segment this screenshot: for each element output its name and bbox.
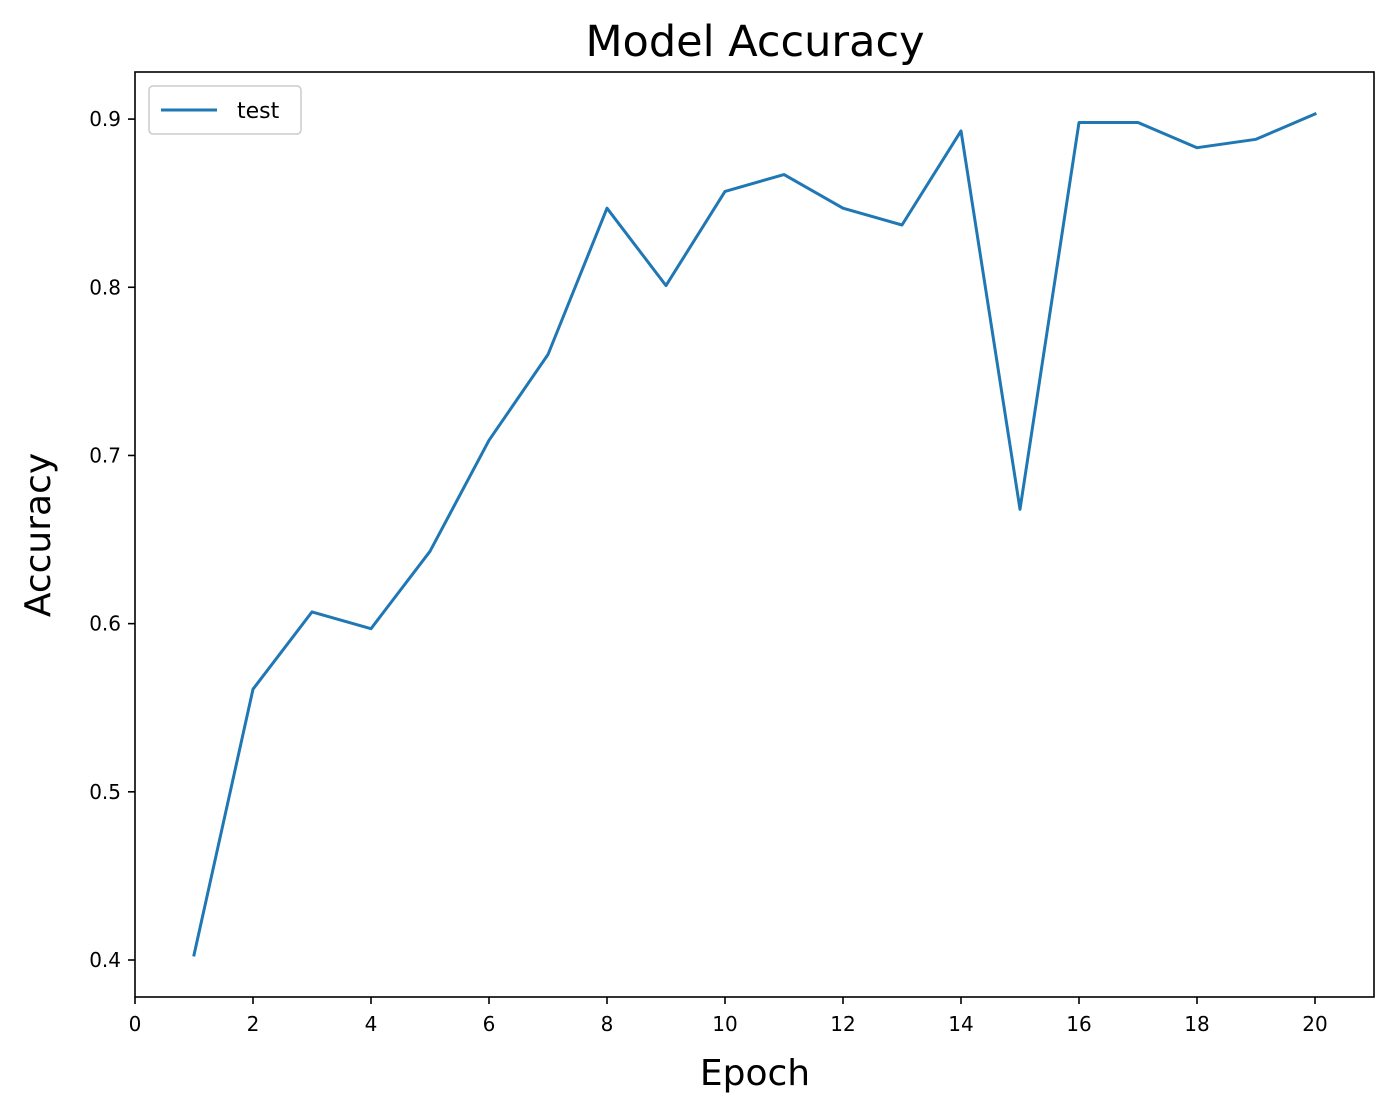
legend-label: test xyxy=(237,99,280,124)
x-tick-label: 6 xyxy=(483,1012,496,1036)
chart-title: Model Accuracy xyxy=(585,17,924,67)
y-tick-label: 0.4 xyxy=(89,948,121,972)
y-tick-label: 0.5 xyxy=(89,780,121,804)
series-line-test xyxy=(192,112,1317,957)
x-tick-label: 10 xyxy=(712,1012,737,1036)
x-tick-label: 2 xyxy=(247,1012,260,1036)
legend-box xyxy=(148,85,302,135)
y-tick-label: 0.6 xyxy=(89,612,121,636)
plot-area: 0 2 4 6 8 10 12 14 16 18 20 0.4 0.5 0.6 0.7 0.8 0.9 test xyxy=(89,71,1375,1036)
x-tick-label: 20 xyxy=(1302,1012,1327,1036)
x-tick-label: 8 xyxy=(601,1012,614,1036)
y-tick-label: 0.8 xyxy=(89,275,121,299)
y-tick-label: 0.9 xyxy=(89,107,121,131)
x-tick-label: 16 xyxy=(1066,1012,1091,1036)
x-tick-label: 18 xyxy=(1184,1012,1209,1036)
y-tick-label: 0.7 xyxy=(89,443,121,467)
plot-frame xyxy=(134,71,1375,998)
y-axis-title: Accuracy xyxy=(18,453,59,617)
x-tick-label: 14 xyxy=(948,1012,973,1036)
x-tick-label: 12 xyxy=(830,1012,855,1036)
x-tick-label: 4 xyxy=(365,1012,378,1036)
x-tick-label: 0 xyxy=(129,1012,142,1036)
x-axis-title: Epoch xyxy=(700,1053,810,1094)
